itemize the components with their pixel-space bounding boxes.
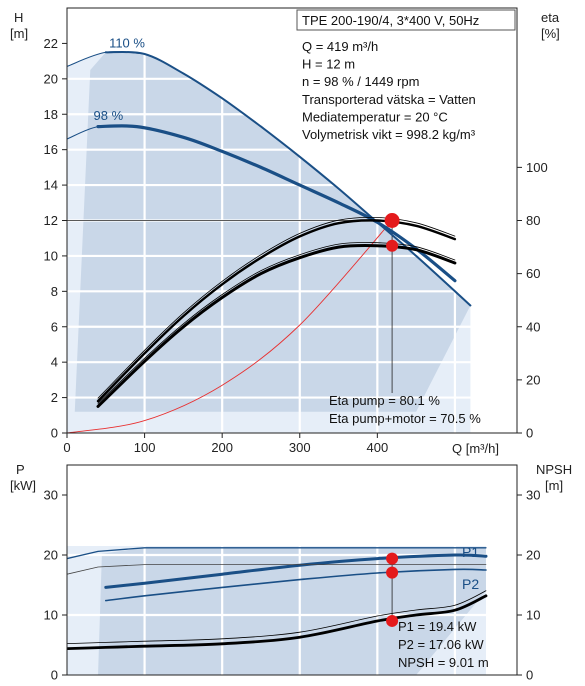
bottom-y2-tick-label-10: 10	[526, 608, 540, 623]
bottom-y-tick-label-10: 10	[44, 608, 58, 623]
bottom-y2-tick-label-0: 0	[526, 668, 533, 683]
p1-curve	[104, 553, 488, 589]
y-axis-ticks-power: 0 10 20 30	[44, 488, 67, 683]
y2-axis-label-npsh-symbol: NPSH	[536, 462, 572, 477]
y-axis-ticks-head: 0 2 4 6 8 10 12 14 16 18 20 22	[44, 36, 67, 441]
operating-point-eta-pump-motor	[386, 239, 399, 252]
p1-curve-max	[67, 547, 487, 560]
head-efficiency-panel: 0 2 4 6 8 10 12 14 16 18 20 22 0 20 40 60 80 100 0 100 200…	[10, 7, 560, 456]
op-label-bottom-1: P1 = 19.4 kW	[398, 619, 477, 634]
y-axis-ticks-npsh: 0 10 20 30	[517, 488, 540, 683]
y-tick-label-14: 14	[44, 178, 58, 193]
operating-region-bottom	[98, 547, 486, 675]
curve-label-1: 110 %	[109, 36, 145, 51]
info-line-4: Transporterad vätska = Vatten	[302, 92, 476, 107]
y-tick-label-2: 2	[51, 390, 58, 405]
y-axis-label-head-symbol: H	[14, 10, 23, 25]
info-block: Q = 419 m³/h H = 12 m n = 98 % / 1449 rpm T…	[302, 39, 476, 142]
op-label-top-2: Eta pump+motor = 70.5 %	[329, 411, 481, 426]
operating-point-npsh	[386, 614, 399, 627]
y-tick-label-10: 10	[44, 248, 58, 263]
series-label-p2: P2	[462, 576, 479, 592]
info-line-3: n = 98 % / 1449 rpm	[302, 74, 419, 89]
x-tick-label-0: 0	[63, 440, 70, 455]
x-axis-ticks: 0 100 200 300 400	[63, 433, 388, 455]
info-line-6: Volymetrisk vikt = 998.2 kg/m³	[302, 127, 476, 142]
operating-point-labels-bottom: P1 = 19.4 kW P2 = 17.06 kW NPSH = 9.01 m	[398, 619, 489, 670]
bottom-y2-tick-label-30: 30	[526, 488, 540, 503]
operating-point-labels-top: Eta pump = 80.1 % Eta pump+motor = 70.5 %	[329, 393, 481, 426]
head-curve-98	[96, 124, 457, 283]
x-tick-label-200: 200	[211, 440, 233, 455]
p2-curve-max	[67, 564, 487, 575]
y-tick-label-4: 4	[51, 355, 58, 370]
op-label-top-1: Eta pump = 80.1 %	[329, 393, 440, 408]
y2-axis-label-eta-symbol: eta	[541, 10, 560, 25]
y2-axis-label-npsh-unit: [m]	[545, 478, 563, 493]
head-curve-110-extension	[67, 51, 146, 67]
x-tick-label-100: 100	[134, 440, 156, 455]
bottom-y2-tick-label-20: 20	[526, 548, 540, 563]
bottom-y-tick-label-30: 30	[44, 488, 58, 503]
system-curve	[67, 220, 393, 433]
chart-title: TPE 200-190/4, 3*400 V, 50Hz	[302, 13, 479, 28]
y-tick-label-16: 16	[44, 142, 58, 157]
power-npsh-panel: 0 10 20 30 0 10 20 30 P [kW] NPSH [m] P1 P2 P1…	[10, 462, 572, 683]
y2-tick-label-0: 0	[526, 426, 533, 441]
y2-tick-label-100: 100	[526, 160, 548, 175]
y-axis-label-power-symbol: P	[16, 462, 25, 477]
npsh-curve-outline	[67, 590, 487, 644]
bottom-y-tick-label-0: 0	[51, 668, 58, 683]
title-box	[296, 9, 516, 31]
head-curve-98-extension	[67, 125, 138, 140]
y-tick-label-12: 12	[44, 213, 58, 228]
y-tick-label-8: 8	[51, 284, 58, 299]
y-axis-label-power-unit: [kW]	[10, 478, 36, 493]
y2-tick-label-60: 60	[526, 266, 540, 281]
y2-axis-label-eta-unit: [%]	[541, 26, 560, 41]
npsh-curve	[67, 594, 488, 650]
p2-curve	[105, 568, 487, 602]
y-tick-label-20: 20	[44, 71, 58, 86]
operating-point-eta-pump	[386, 214, 399, 227]
info-line-2: H = 12 m	[302, 57, 355, 72]
curve-label-2: 98 %	[94, 108, 124, 123]
info-line-5: Mediatemperatur = 20 °C	[302, 109, 448, 124]
y2-tick-label-20: 20	[526, 372, 540, 387]
operating-point-p2	[386, 566, 399, 579]
y-tick-label-22: 22	[44, 36, 58, 51]
bottom-y-tick-label-20: 20	[44, 548, 58, 563]
y-tick-label-0: 0	[51, 426, 58, 441]
y2-tick-label-40: 40	[526, 319, 540, 334]
x-axis-label: Q [m³/h]	[452, 441, 499, 456]
x-tick-label-300: 300	[289, 440, 311, 455]
curve-labels: 110 % 98 %	[94, 36, 146, 124]
plot-frame-bottom	[66, 464, 518, 676]
op-label-bottom-3: NPSH = 9.01 m	[398, 655, 489, 670]
operating-point-p1	[386, 552, 399, 565]
y2-tick-label-80: 80	[526, 213, 540, 228]
x-tick-label-400: 400	[366, 440, 388, 455]
y-axis-label-head-unit: [m]	[10, 26, 28, 41]
series-label-p1: P1	[462, 544, 479, 560]
info-line-1: Q = 419 m³/h	[302, 39, 378, 54]
y-tick-label-6: 6	[51, 319, 58, 334]
op-label-bottom-2: P2 = 17.06 kW	[398, 637, 484, 652]
head-curve-110	[104, 50, 472, 307]
y-tick-label-18: 18	[44, 107, 58, 122]
y-axis-ticks-eta: 0 20 40 60 80 100	[517, 160, 548, 441]
